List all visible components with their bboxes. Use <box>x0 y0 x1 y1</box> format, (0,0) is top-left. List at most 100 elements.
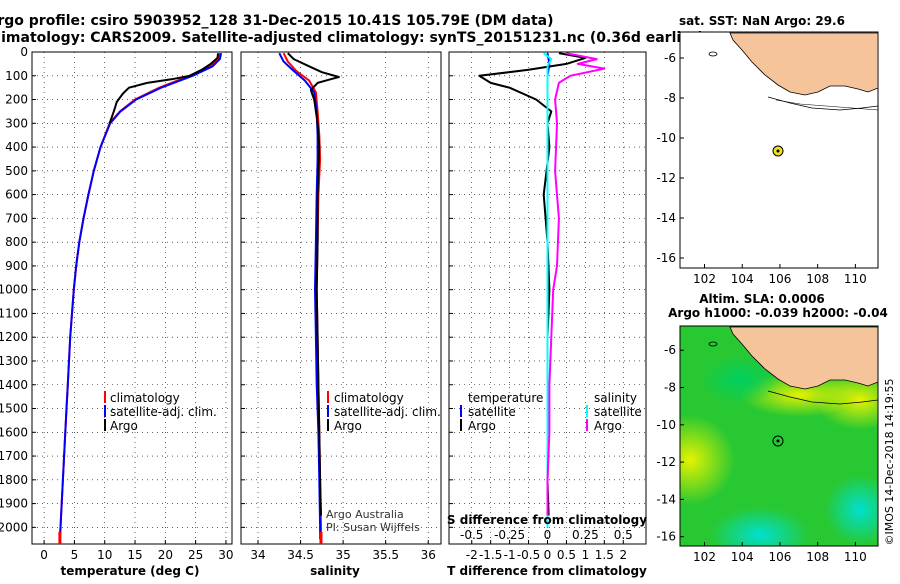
bottom-climatology-marker <box>319 532 323 544</box>
s-diff-tick-label: 0.5 <box>614 528 633 542</box>
depth-tick-label: 1000 <box>0 283 28 297</box>
sst-map: 102 104 106 108 110 -6 -8 -10 -12 -14 -16 <box>656 31 879 286</box>
difference-legend: temperature satellite Argo salinity sate… <box>447 391 647 527</box>
map-x-tick-label: 108 <box>806 550 829 564</box>
sla-java-landmass <box>729 326 878 390</box>
legend-swatch-climatology <box>104 391 106 403</box>
depth-tick-label: 1700 <box>0 449 28 463</box>
legend-swatch-t-argo <box>460 419 462 431</box>
sla-map-title-1: Altim. SLA: 0.0006 <box>699 292 825 306</box>
legend-label-climatology: climatology <box>110 391 180 405</box>
x-tick-label: -1 <box>504 548 516 562</box>
depth-tick-label: 1100 <box>0 306 28 320</box>
salinity-grid <box>241 51 441 544</box>
map-x-tick-label: 108 <box>806 272 829 286</box>
series-line-s-argo <box>546 52 606 516</box>
sla-map: 102 104 106 108 110 -6 -8 -10 -12 -14 -16 <box>656 325 879 564</box>
legend-swatch-argo <box>104 419 106 431</box>
salinity-panel-frame <box>240 51 442 545</box>
figure-title-line1: Argo profile: csiro 5903952_128 31-Dec-2… <box>0 13 553 29</box>
map-y-tick-label: -8 <box>664 91 676 105</box>
temperature-legend: climatology satellite-adj. clim. Argo <box>104 391 217 433</box>
s-diff-tick-label: -0.25 <box>494 528 525 542</box>
x-tick-label: 36 <box>421 548 436 562</box>
x-tick-label: 25 <box>188 548 203 562</box>
map-y-tick-label: -14 <box>656 492 676 506</box>
x-tick-label: -0.5 <box>517 548 540 562</box>
depth-tick-label: 500 <box>5 164 28 178</box>
series-line-s-satellite <box>543 52 553 528</box>
depth-tick-label: 400 <box>5 140 28 154</box>
x-tick-label: 30 <box>218 548 233 562</box>
x-tick-label: 34.5 <box>287 548 314 562</box>
map-y-tick-label: -6 <box>664 51 676 65</box>
map-y-tick-label: -12 <box>656 171 676 185</box>
map-y-tick-label: -10 <box>656 418 676 432</box>
x-tick-label: 0.5 <box>557 548 576 562</box>
legend-label-t-argo: Argo <box>468 419 496 433</box>
salinity-axis-label: salinity <box>310 564 360 578</box>
x-tick-label: 34 <box>250 548 265 562</box>
depth-tick-label: 100 <box>5 69 28 83</box>
x-tick-label: 35 <box>335 548 350 562</box>
legend-label-argo: Argo <box>334 419 362 433</box>
depth-tick-label: 1200 <box>0 330 28 344</box>
legend-swatch-argo <box>327 419 329 431</box>
sla-map-ticks: 102 104 106 108 110 -6 -8 -10 -12 -14 -16 <box>656 343 866 564</box>
legend-label-satellite: satellite-adj. clim. <box>334 405 441 419</box>
sla-map-field <box>680 326 878 546</box>
depth-tick-label: 1800 <box>0 473 28 487</box>
sst-map-title: sat. SST: NaN Argo: 29.6 <box>679 14 845 28</box>
legend-label-argo: Argo <box>110 419 138 433</box>
depth-tick-label: 900 <box>5 259 28 273</box>
map-y-tick-label: -12 <box>656 455 676 469</box>
sla-shelf-contour <box>767 390 878 405</box>
x-tick-label: 15 <box>127 548 142 562</box>
temperature-tick-labels: 0 5 10 15 20 25 30 <box>40 548 233 562</box>
depth-tick-label: 1900 <box>0 497 28 511</box>
map-y-tick-label: -16 <box>656 251 676 265</box>
salinity-tick-labels: 34 34.5 35 35.5 36 <box>250 548 435 562</box>
temperature-series <box>58 53 223 544</box>
legend-title-temperature: temperature <box>468 391 543 405</box>
depth-tick-label: 800 <box>5 235 28 249</box>
sst-map-ticks: 102 104 106 108 110 -6 -8 -10 -12 -14 -16 <box>656 51 866 286</box>
salinity-legend: climatology satellite-adj. clim. Argo Ar… <box>326 391 441 534</box>
series-line-satellite-adj-clim- <box>58 53 223 540</box>
depth-tick-label: 600 <box>5 188 28 202</box>
depth-tick-label: 1400 <box>0 378 28 392</box>
sla-island <box>708 341 718 347</box>
s-diff-tick-label: 0.25 <box>572 528 599 542</box>
sst-island <box>708 51 718 57</box>
map-x-tick-label: 106 <box>768 550 791 564</box>
sla-argo-float-center <box>776 439 780 443</box>
s-diff-tick-label: -0.5 <box>460 528 483 542</box>
legend-title-salinity: salinity <box>594 391 637 405</box>
temperature-grid <box>32 51 232 544</box>
x-tick-label: 10 <box>97 548 112 562</box>
x-tick-label: 5 <box>71 548 79 562</box>
legend-swatch-s-satellite <box>586 405 588 417</box>
series-line-argo <box>108 53 220 124</box>
map-x-tick-label: 106 <box>768 272 791 286</box>
map-x-tick-label: 102 <box>693 272 716 286</box>
map-y-tick-label: -10 <box>656 131 676 145</box>
legend-swatch-climatology <box>327 391 329 403</box>
bottom-climatology-marker <box>58 532 62 544</box>
legend-swatch-s-argo <box>586 419 588 431</box>
x-tick-label: 0 <box>40 548 48 562</box>
map-y-tick-label: -16 <box>656 530 676 544</box>
x-tick-label: 1 <box>582 548 590 562</box>
sst-argo-float-center <box>776 149 780 153</box>
depth-tick-label: 1500 <box>0 402 28 416</box>
sla-cyan-patch <box>825 475 878 545</box>
map-x-tick-label: 110 <box>844 272 867 286</box>
sla-yellow-patch <box>680 415 735 505</box>
x-tick-label: 35.5 <box>372 548 399 562</box>
legend-swatch-satellite <box>327 405 329 417</box>
legend-label-s-satellite: satellite <box>594 405 642 419</box>
argo-australia-note: Argo Australia <box>326 508 404 521</box>
sla-map-title-2: Argo h1000: -0.039 h2000: -0.04 <box>668 306 888 320</box>
